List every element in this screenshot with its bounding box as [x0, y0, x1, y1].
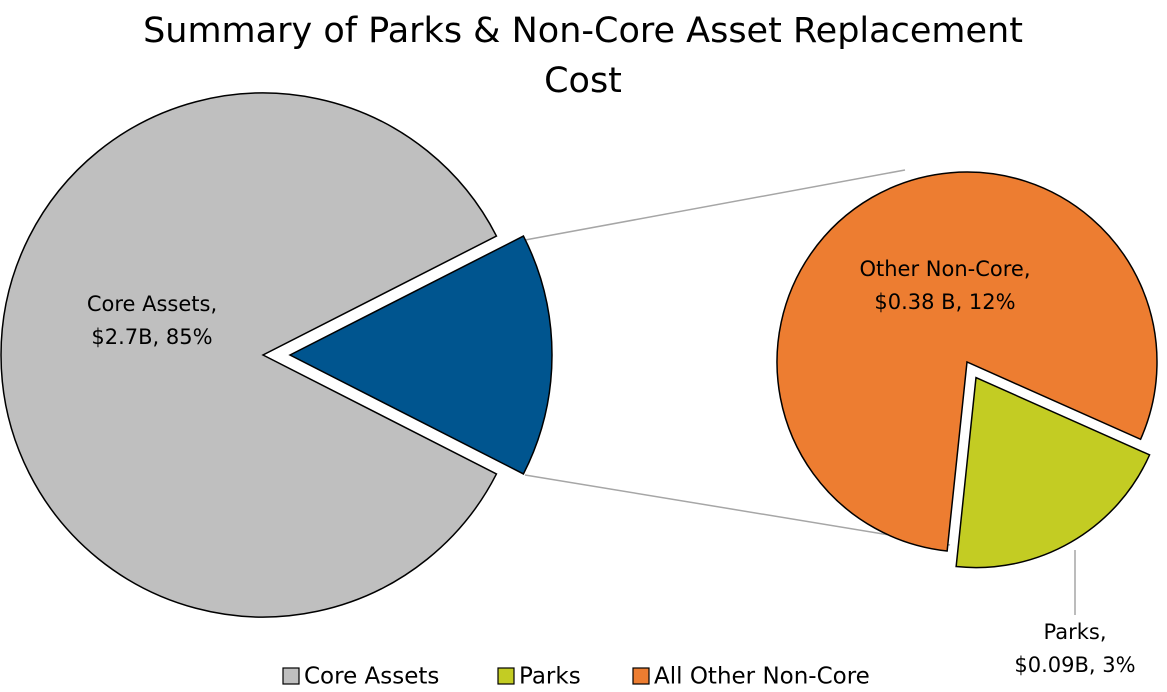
data-label: $2.7B, 85%	[91, 325, 212, 349]
legend-swatch	[632, 667, 650, 685]
data-label: $0.09B, 3%	[1014, 653, 1135, 677]
pie-slice	[955, 376, 1151, 569]
data-label: Core Assets,	[87, 292, 217, 316]
chart-title: Summary of Parks & Non-Core Asset Replac…	[143, 11, 1023, 101]
legend-label: Core Assets	[304, 664, 439, 690]
connector-line	[524, 169, 906, 241]
data-label: $0.38 B, 12%	[874, 290, 1015, 314]
data-label: Other Non-Core,	[859, 257, 1030, 281]
pie-slice	[776, 171, 1158, 552]
data-label: Parks,	[1044, 620, 1107, 644]
pie-slice-combined	[288, 235, 553, 475]
pie-slice	[0, 92, 498, 618]
legend-swatch	[497, 667, 515, 685]
legend-label: Parks	[519, 664, 581, 690]
connector-line	[524, 474, 951, 546]
legend-swatch	[282, 667, 300, 685]
legend-label: All Other Non-Core	[654, 664, 870, 690]
